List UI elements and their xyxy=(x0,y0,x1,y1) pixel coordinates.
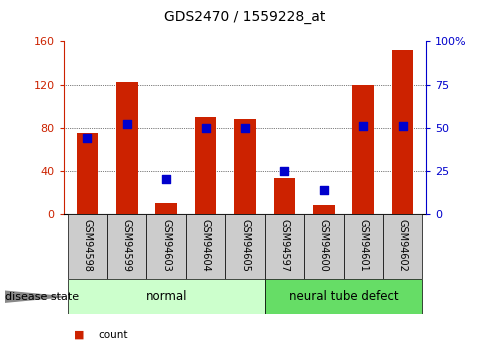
Text: normal: normal xyxy=(146,290,187,303)
Point xyxy=(162,177,170,182)
Bar xyxy=(352,85,374,214)
Point xyxy=(320,187,328,193)
Bar xyxy=(304,214,343,279)
Bar xyxy=(234,119,256,214)
Text: count: count xyxy=(98,330,127,339)
Text: GSM94601: GSM94601 xyxy=(358,219,368,272)
Text: GSM94602: GSM94602 xyxy=(398,219,408,272)
Bar xyxy=(76,133,98,214)
Text: GSM94603: GSM94603 xyxy=(161,219,171,272)
Point xyxy=(83,135,91,141)
Text: GDS2470 / 1559228_at: GDS2470 / 1559228_at xyxy=(164,10,326,24)
Bar xyxy=(116,82,138,214)
Bar xyxy=(265,279,422,314)
Text: ■: ■ xyxy=(74,330,84,339)
Point xyxy=(202,125,210,130)
Point xyxy=(359,123,367,129)
Bar xyxy=(195,117,217,214)
Point xyxy=(241,125,249,130)
Bar xyxy=(313,205,335,214)
Text: GSM94598: GSM94598 xyxy=(82,219,92,272)
Text: GSM94597: GSM94597 xyxy=(279,219,290,272)
Text: GSM94600: GSM94600 xyxy=(319,219,329,272)
Bar xyxy=(68,214,107,279)
Bar xyxy=(225,214,265,279)
Bar xyxy=(147,214,186,279)
Point xyxy=(123,121,131,127)
Bar xyxy=(68,279,265,314)
Bar xyxy=(383,214,422,279)
Bar xyxy=(186,214,225,279)
Text: neural tube defect: neural tube defect xyxy=(289,290,398,303)
Bar xyxy=(343,214,383,279)
Text: disease state: disease state xyxy=(5,292,79,302)
Text: GSM94605: GSM94605 xyxy=(240,219,250,272)
Polygon shape xyxy=(5,291,64,302)
Point xyxy=(280,168,288,174)
Text: GSM94599: GSM94599 xyxy=(122,219,132,272)
Bar xyxy=(273,178,295,214)
Bar xyxy=(107,214,147,279)
Text: GSM94604: GSM94604 xyxy=(200,219,211,272)
Bar xyxy=(155,203,177,214)
Bar xyxy=(392,50,414,214)
Point xyxy=(399,123,407,129)
Bar xyxy=(265,214,304,279)
